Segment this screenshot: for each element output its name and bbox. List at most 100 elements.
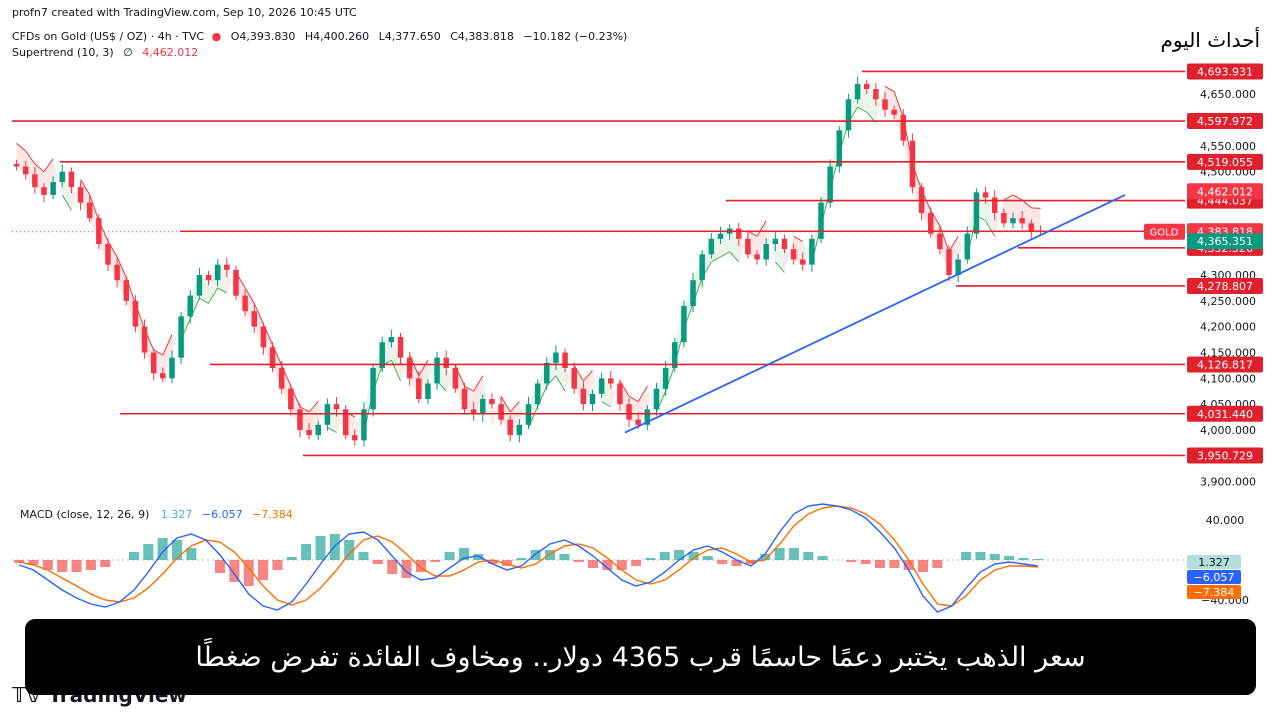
supertrend-fill: [482, 375, 492, 428]
candle-body: [169, 357, 175, 379]
macd-hist-bar: [788, 548, 799, 560]
candle-body: [77, 187, 84, 203]
horizontal-levels: [12, 70, 1185, 457]
candle-body: [498, 404, 504, 420]
macd-hist-bar: [774, 548, 785, 560]
level-label: 4,693.931: [1197, 65, 1253, 78]
trendline[interactable]: [624, 194, 1126, 434]
supertrend-segment: [464, 385, 474, 392]
macd-hist-bar: [645, 558, 656, 560]
level-badge: [1187, 113, 1263, 130]
candle-body: [388, 337, 395, 343]
candle-body: [854, 83, 861, 100]
ohlc-high: H4,400.260: [304, 30, 370, 43]
macd-hist-bar: [358, 552, 369, 560]
level-badge: [1187, 447, 1263, 464]
candle-body: [416, 378, 422, 399]
candle-body: [196, 275, 203, 296]
macd-hist-bar: [286, 557, 297, 560]
supertrend-segment: [601, 401, 612, 408]
supertrend-segment: [546, 375, 557, 387]
supertrend-badge: [1187, 183, 1263, 200]
macd-hist-bar: [1032, 559, 1043, 560]
supertrend-segment: [253, 303, 264, 325]
macd-hist-bar: [415, 560, 426, 572]
candle-body: [580, 388, 587, 405]
macd-hist-bar: [258, 560, 269, 580]
price-tick-label: 4,150.000: [1200, 347, 1256, 360]
supertrend-segment: [244, 287, 255, 304]
candle-body: [50, 182, 56, 195]
support-label: 4,365.351: [1197, 235, 1253, 248]
macd-hist-bar: [143, 544, 154, 560]
candle-body: [333, 404, 340, 410]
supertrend-segment: [25, 150, 36, 165]
macd-hist-bar: [688, 552, 699, 560]
candle-body: [41, 187, 47, 195]
macd-hist-bar: [100, 560, 111, 567]
macd-hist-bar: [530, 550, 541, 560]
level-label: 4,126.817: [1197, 358, 1253, 371]
candle-body: [927, 213, 934, 234]
candle-body: [553, 352, 559, 363]
candle-body: [269, 347, 276, 368]
candles-layer: [13, 76, 1044, 447]
level-label: 4,519.055: [1197, 156, 1253, 169]
candle-body: [205, 275, 212, 281]
price-tick-label: 4,000.000: [1200, 424, 1256, 437]
candle-body: [644, 409, 651, 425]
level-label: 3,950.729: [1197, 449, 1253, 462]
supertrend-segment: [116, 256, 127, 278]
macd-hist-bar: [171, 540, 183, 560]
market-status-icon: ●: [211, 30, 222, 43]
candle-body: [132, 300, 139, 327]
macd-value-label: −6.057: [1194, 571, 1235, 584]
candle-body: [59, 171, 66, 182]
macd-hist-bar: [889, 560, 900, 568]
supertrend-segment: [327, 426, 337, 434]
candle-body: [315, 424, 321, 436]
supertrend-legend[interactable]: Supertrend (10, 3) ∅ 4,462.012: [12, 46, 198, 59]
price-axis[interactable]: 3,900.0004,000.0004,050.0004,100.0004,15…: [1200, 88, 1256, 489]
symbol-title: CFDs on Gold (US$ / OZ) · 4h · TVC: [12, 30, 205, 43]
candle-body: [406, 357, 413, 379]
level-label: 4,031.440: [1197, 408, 1253, 421]
candle-body: [635, 419, 641, 425]
level-badge: [1187, 153, 1263, 170]
symbol-legend[interactable]: CFDs on Gold (US$ / OZ) · 4h · TVC ● O4,…: [12, 30, 627, 43]
supertrend-segment: [153, 349, 164, 356]
candle-body: [1010, 218, 1016, 224]
candle-body: [717, 233, 724, 239]
macd-hist-bar: [501, 560, 513, 566]
candle-body: [708, 238, 715, 255]
macd-hist-bar: [444, 552, 455, 560]
macd-hist-value: 1.327: [160, 508, 193, 521]
candle-body: [1001, 213, 1007, 224]
candle-body: [297, 409, 303, 430]
supertrend-segment: [1012, 194, 1023, 201]
candle-body: [379, 342, 385, 368]
macd-line: [18, 503, 1038, 613]
macd-signal-line: [19, 505, 1038, 607]
supertrend-segment: [34, 163, 45, 173]
candle-body: [781, 238, 788, 250]
macd-legend[interactable]: MACD (close, 12, 26, 9) 1.327 −6.057 −7.…: [20, 508, 293, 521]
macd-hist-bar: [702, 556, 713, 560]
candle-body: [22, 166, 29, 175]
candle-body: [434, 357, 440, 384]
candle-body: [909, 140, 916, 188]
supertrend-segment: [61, 194, 72, 211]
candle-body: [141, 326, 148, 353]
supertrend-symbol: ∅: [123, 46, 133, 59]
supertrend-segment: [985, 220, 996, 237]
macd-hist-bar: [975, 552, 986, 560]
candle-body: [224, 264, 230, 270]
candle-body: [589, 393, 596, 405]
candle-body: [1028, 223, 1035, 232]
candle-body: [809, 238, 815, 265]
candle-body: [690, 280, 696, 306]
candle-body: [964, 233, 971, 260]
macd-hist-bar: [989, 554, 1000, 560]
candle-body: [397, 337, 404, 358]
